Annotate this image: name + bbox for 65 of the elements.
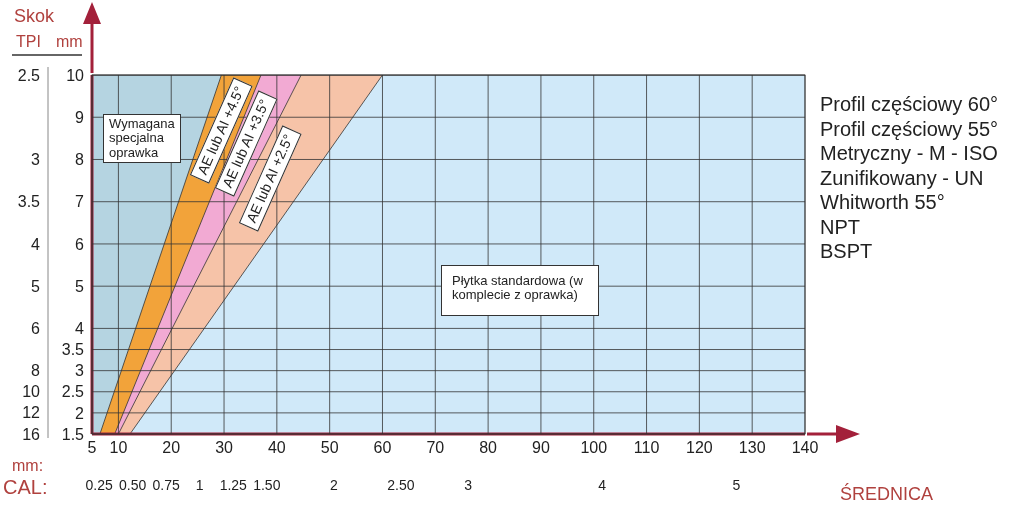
text: Whitworth 55° <box>820 191 945 213</box>
y-tick-label: 3 <box>75 362 85 380</box>
y-axis-title: mm <box>56 33 83 50</box>
y-tick-label: 9 <box>75 108 85 126</box>
y-tick-label: 5 <box>75 277 85 295</box>
y-tick-label: 8 <box>75 151 85 169</box>
annotation: Wymagana specjalna oprawka <box>109 116 175 160</box>
text: Profil częściowy 55° <box>820 117 999 140</box>
text: 12 <box>22 404 41 422</box>
x-tick-label: 70 <box>426 439 445 457</box>
text: 8 <box>31 362 41 380</box>
text: BSPT <box>820 240 873 262</box>
x2-tick-label: 3 <box>464 477 473 493</box>
text: 3 <box>31 151 41 169</box>
annotation: Płytka standardowa (w komplecie z oprawka) <box>452 273 583 303</box>
text: 10 <box>22 383 41 401</box>
y-tick-label: 2 <box>75 404 85 422</box>
text: 16 <box>22 425 41 443</box>
text: Metryczny - M - ISO <box>820 142 998 164</box>
x2-tick-label: 1.50 <box>253 477 281 493</box>
text: TPI <box>16 33 41 50</box>
text: Zunifikowany - UN <box>820 166 984 189</box>
x2-tick-label: 2 <box>329 477 338 493</box>
x2-tick-label: 0.50 <box>119 477 147 493</box>
x-axis-title: ŚREDNICA <box>840 484 934 504</box>
text: Profil częściowy 60° <box>820 93 999 115</box>
text: 4 <box>31 235 41 253</box>
x-tick-label: 60 <box>373 439 392 457</box>
x2-tick-label: 4 <box>598 477 607 493</box>
text: 2.5 <box>17 66 41 84</box>
x2-axis-title: CAL: <box>3 476 48 498</box>
y-tick-label: 10 <box>66 66 85 84</box>
y-tick-label: 6 <box>75 235 85 253</box>
x-tick-label: 130 <box>738 439 766 457</box>
text: Skok <box>14 6 55 26</box>
x2-tick-label: 0.25 <box>85 477 113 493</box>
text: 5 <box>31 277 41 295</box>
x2-tick-label: 2.50 <box>387 477 415 493</box>
x-tick-label: 120 <box>686 439 713 457</box>
x-tick-label: 100 <box>580 439 608 457</box>
y-tick-label: 4 <box>75 320 85 338</box>
callout-box: Wymagana specjalna oprawka <box>103 114 181 163</box>
x2-tick-label: 5 <box>732 477 741 493</box>
x-tick-label: 80 <box>479 439 498 457</box>
x2-tick-label: 1 <box>195 477 204 493</box>
text: 3.5 <box>17 193 41 211</box>
text: mm: <box>12 457 44 474</box>
x2-tick-label: 0.75 <box>152 477 181 493</box>
y-tick-label: 3.5 <box>61 341 85 359</box>
text: 6 <box>31 320 41 338</box>
callout-box: Płytka standardowa (w komplecie z oprawka) <box>441 265 599 316</box>
x-tick-label: 90 <box>532 439 550 457</box>
x-tick-label: 5 <box>87 439 97 457</box>
y-tick-label: 7 <box>75 193 85 211</box>
x-tick-label: 110 <box>633 439 660 457</box>
x-tick-label: 40 <box>267 439 286 457</box>
y-tick-label: 1.5 <box>61 425 85 443</box>
x-tick-label: 50 <box>320 439 339 457</box>
text: NPT <box>820 215 860 238</box>
x-tick-label: 10 <box>109 439 128 457</box>
x-tick-label: 20 <box>162 439 181 457</box>
x2-tick-label: 1.25 <box>219 477 248 493</box>
x-tick-label: 140 <box>791 439 819 457</box>
y-tick-label: 2.5 <box>61 383 85 401</box>
x-tick-label: 30 <box>215 439 234 457</box>
